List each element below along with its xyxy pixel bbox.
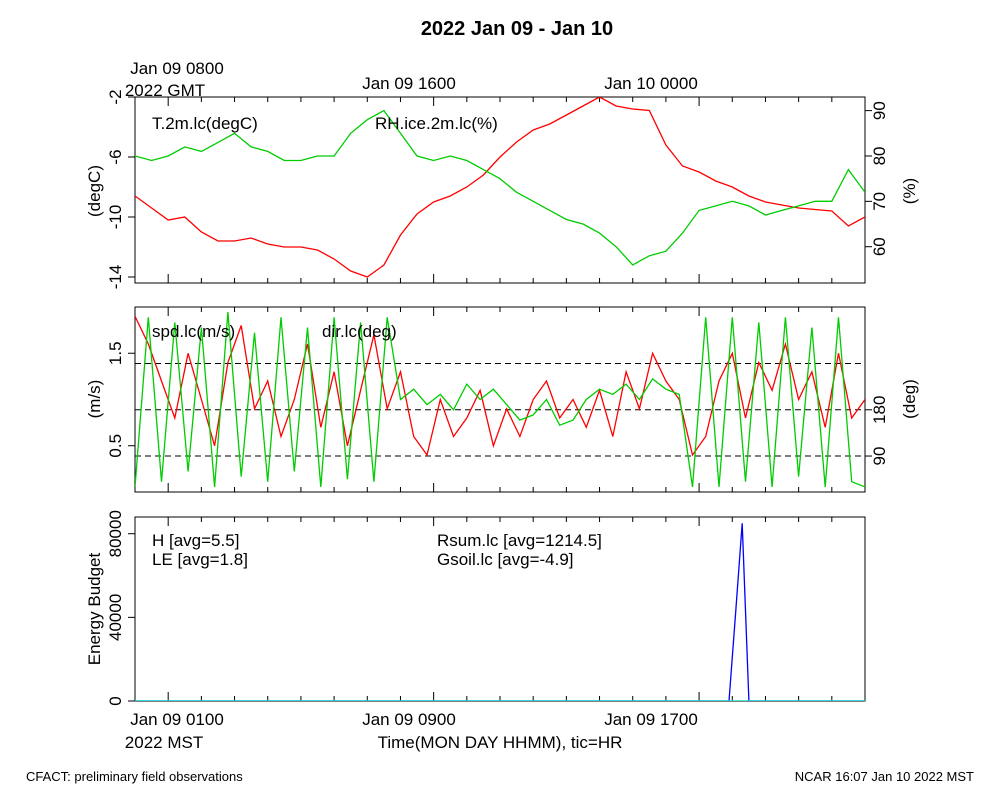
- footer-right: NCAR 16:07 Jan 10 2022 MST: [795, 769, 974, 784]
- series-line-2-2: [135, 523, 865, 701]
- wind-panel: 0.5 1.5 90 180: [106, 306, 889, 493]
- legend-temperature: T.2m.lc(degC): [152, 114, 258, 133]
- bottom-tick-label-1: Jan 09 0900: [362, 710, 456, 729]
- y-tick-label-left: 0.5: [106, 434, 125, 458]
- chart-title: 2022 Jan 09 - Jan 10: [421, 18, 613, 40]
- y-tick-label-right: 180: [870, 396, 889, 424]
- x-axis-label: Time(MON DAY HHMM), tic=HR: [378, 733, 623, 752]
- y-tick-label-right: 70: [870, 192, 889, 211]
- legend-wind-direction: dir.lc(deg): [322, 322, 397, 341]
- footer-left: CFACT: preliminary field observations: [26, 769, 243, 784]
- legend-wind-speed: spd.lc(m/s): [152, 322, 235, 341]
- legend-gsoil: Gsoil.lc [avg=-4.9]: [437, 550, 574, 569]
- top-tick-label-2: Jan 10 0000: [604, 74, 698, 93]
- series-line-1-1: [135, 312, 865, 488]
- temperature-humidity-panel: -2 -6 -10 -14 90 80 70 60: [106, 89, 889, 289]
- panel2-left-axis-label: (m/s): [85, 380, 104, 419]
- series-line-1-0: [135, 316, 865, 457]
- y-tick-label-left: -2: [106, 89, 125, 104]
- y-tick-label-right: 60: [870, 237, 889, 256]
- panel1-left-axis-label: (degC): [85, 165, 104, 217]
- legend-humidity: RH.ice.2m.lc(%): [375, 114, 498, 133]
- y-tick-label-right: 90: [870, 101, 889, 120]
- y-tick-label-left: -10: [106, 205, 125, 230]
- y-tick-label-left: -14: [106, 265, 125, 290]
- top-axis-sub-label: 2022 GMT: [125, 81, 205, 100]
- series-line-0-1: [135, 109, 865, 266]
- panel1-right-axis-label: (%): [900, 178, 919, 204]
- bottom-tick-label-2: Jan 09 1700: [604, 710, 698, 729]
- legend-rsum: Rsum.lc [avg=1214.5]: [437, 531, 602, 550]
- y-tick-label-left: -6: [106, 149, 125, 164]
- panel2-right-axis-label: (deg): [900, 379, 919, 419]
- energy-budget-panel: 0 40000 80000: [106, 510, 866, 706]
- top-tick-label-1: Jan 09 1600: [362, 74, 456, 93]
- bottom-axis-sub-label: 2022 MST: [125, 733, 203, 752]
- y-tick-label-left: 80000: [106, 510, 125, 557]
- bottom-tick-label-0: Jan 09 0100: [130, 710, 224, 729]
- legend-le: LE [avg=1.8]: [152, 550, 248, 569]
- y-tick-label-left: 1.5: [106, 341, 125, 365]
- y-tick-label-right: 90: [870, 447, 889, 466]
- y-tick-label-left: 40000: [106, 594, 125, 641]
- series-line-0-0: [135, 97, 865, 278]
- plot-frame: [134, 306, 866, 493]
- panel3-left-axis-label: Energy Budget: [85, 552, 104, 665]
- top-tick-label-0: Jan 09 0800: [130, 59, 224, 78]
- legend-h: H [avg=5.5]: [152, 531, 239, 550]
- y-tick-label-left: 0: [106, 696, 125, 705]
- y-tick-label-right: 80: [870, 147, 889, 166]
